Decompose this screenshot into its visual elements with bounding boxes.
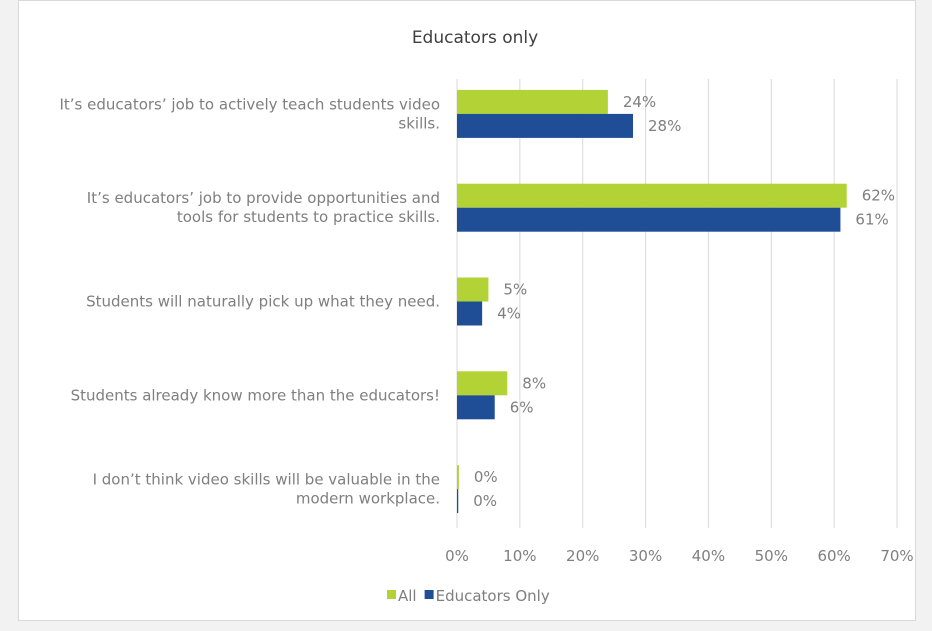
gridlines xyxy=(456,79,898,528)
category-label: skills. xyxy=(398,114,440,132)
bar-educators-only xyxy=(457,489,459,514)
legend-swatch-all xyxy=(387,590,396,599)
bar-all xyxy=(457,465,459,490)
category-label: It’s educators’ job to actively teach st… xyxy=(59,95,440,113)
bar-all xyxy=(457,183,847,208)
chart-title: Educators only xyxy=(412,28,538,48)
x-tick-label: 60% xyxy=(817,547,850,565)
x-tick-label: 10% xyxy=(503,547,536,565)
bar-educators-only xyxy=(457,207,841,232)
x-tick-label: 20% xyxy=(566,547,599,565)
legend-label: Educators Only xyxy=(436,587,550,605)
legend-label: All xyxy=(398,587,417,605)
x-tick-label: 70% xyxy=(880,547,913,565)
data-label: 0% xyxy=(473,492,497,510)
x-tick-label: 30% xyxy=(629,547,662,565)
category-label: It’s educators’ job to provide opportuni… xyxy=(87,189,440,207)
bar-all xyxy=(457,371,508,396)
bar-educators-only xyxy=(457,395,495,420)
x-tick-label: 0% xyxy=(445,547,469,565)
data-label: 61% xyxy=(855,211,888,229)
data-label: 6% xyxy=(510,398,534,416)
category-labels: It’s educators’ job to actively teach st… xyxy=(59,95,440,507)
data-label: 5% xyxy=(503,281,527,299)
category-label: I don’t think video skills will be valua… xyxy=(93,471,440,489)
x-tick-labels: 0% 10% 20% 30% 40% 50% 60% 70% xyxy=(445,547,914,565)
data-label: 0% xyxy=(474,468,498,486)
x-tick-label: 50% xyxy=(755,547,788,565)
chart-frame: Educators only 24% 28% 62% 61% 5% 4% 8% 6% 0% 0% … xyxy=(18,0,916,621)
data-label: 28% xyxy=(648,117,681,135)
category-label: Students will naturally pick up what the… xyxy=(86,293,440,311)
category-label: Students already know more than the educ… xyxy=(71,386,440,404)
category-label: modern workplace. xyxy=(296,490,440,508)
category-label: tools for students to practice skills. xyxy=(177,208,440,226)
data-label: 24% xyxy=(623,93,656,111)
bars: 24% 28% 62% 61% 5% 4% 8% 6% 0% 0% xyxy=(457,89,895,514)
bar-educators-only xyxy=(457,301,483,326)
legend: All Educators Only xyxy=(387,587,550,605)
bar-all xyxy=(457,89,608,114)
bar-educators-only xyxy=(457,113,633,138)
x-tick-label: 40% xyxy=(692,547,725,565)
data-label: 8% xyxy=(522,374,546,392)
bar-chart: Educators only 24%28%62%61%5%4%8%6%0%0% … xyxy=(59,28,914,605)
legend-swatch-educators-only xyxy=(424,590,434,599)
bar-all xyxy=(457,277,489,302)
data-label: 4% xyxy=(497,305,521,323)
data-label: 62% xyxy=(862,187,895,205)
